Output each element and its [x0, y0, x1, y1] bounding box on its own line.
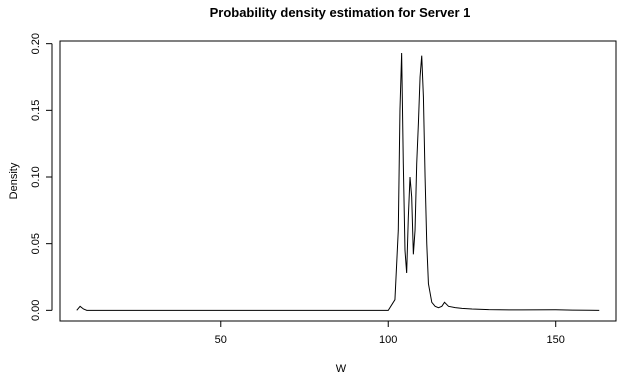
x-tick-label: 50	[215, 334, 227, 346]
y-axis-label: Density	[8, 162, 20, 199]
series-line	[76, 52, 600, 311]
x-tick-label: 100	[379, 334, 397, 346]
x-axis-label: W	[336, 363, 347, 375]
y-tick-label: 0.00	[30, 300, 42, 321]
x-tick-label: 150	[547, 334, 565, 346]
plot-frame	[59, 40, 617, 322]
y-tick-label: 0.10	[30, 166, 42, 187]
y-tick-label: 0.15	[30, 100, 42, 121]
chart-title: Probability density estimation for Serve…	[210, 5, 471, 20]
x-axis: 50 100 150	[215, 321, 565, 346]
y-tick-label: 0.05	[30, 233, 42, 254]
y-axis: 0.00 0.05 0.10 0.15 0.20	[30, 33, 53, 321]
y-tick-label: 0.20	[30, 33, 42, 54]
